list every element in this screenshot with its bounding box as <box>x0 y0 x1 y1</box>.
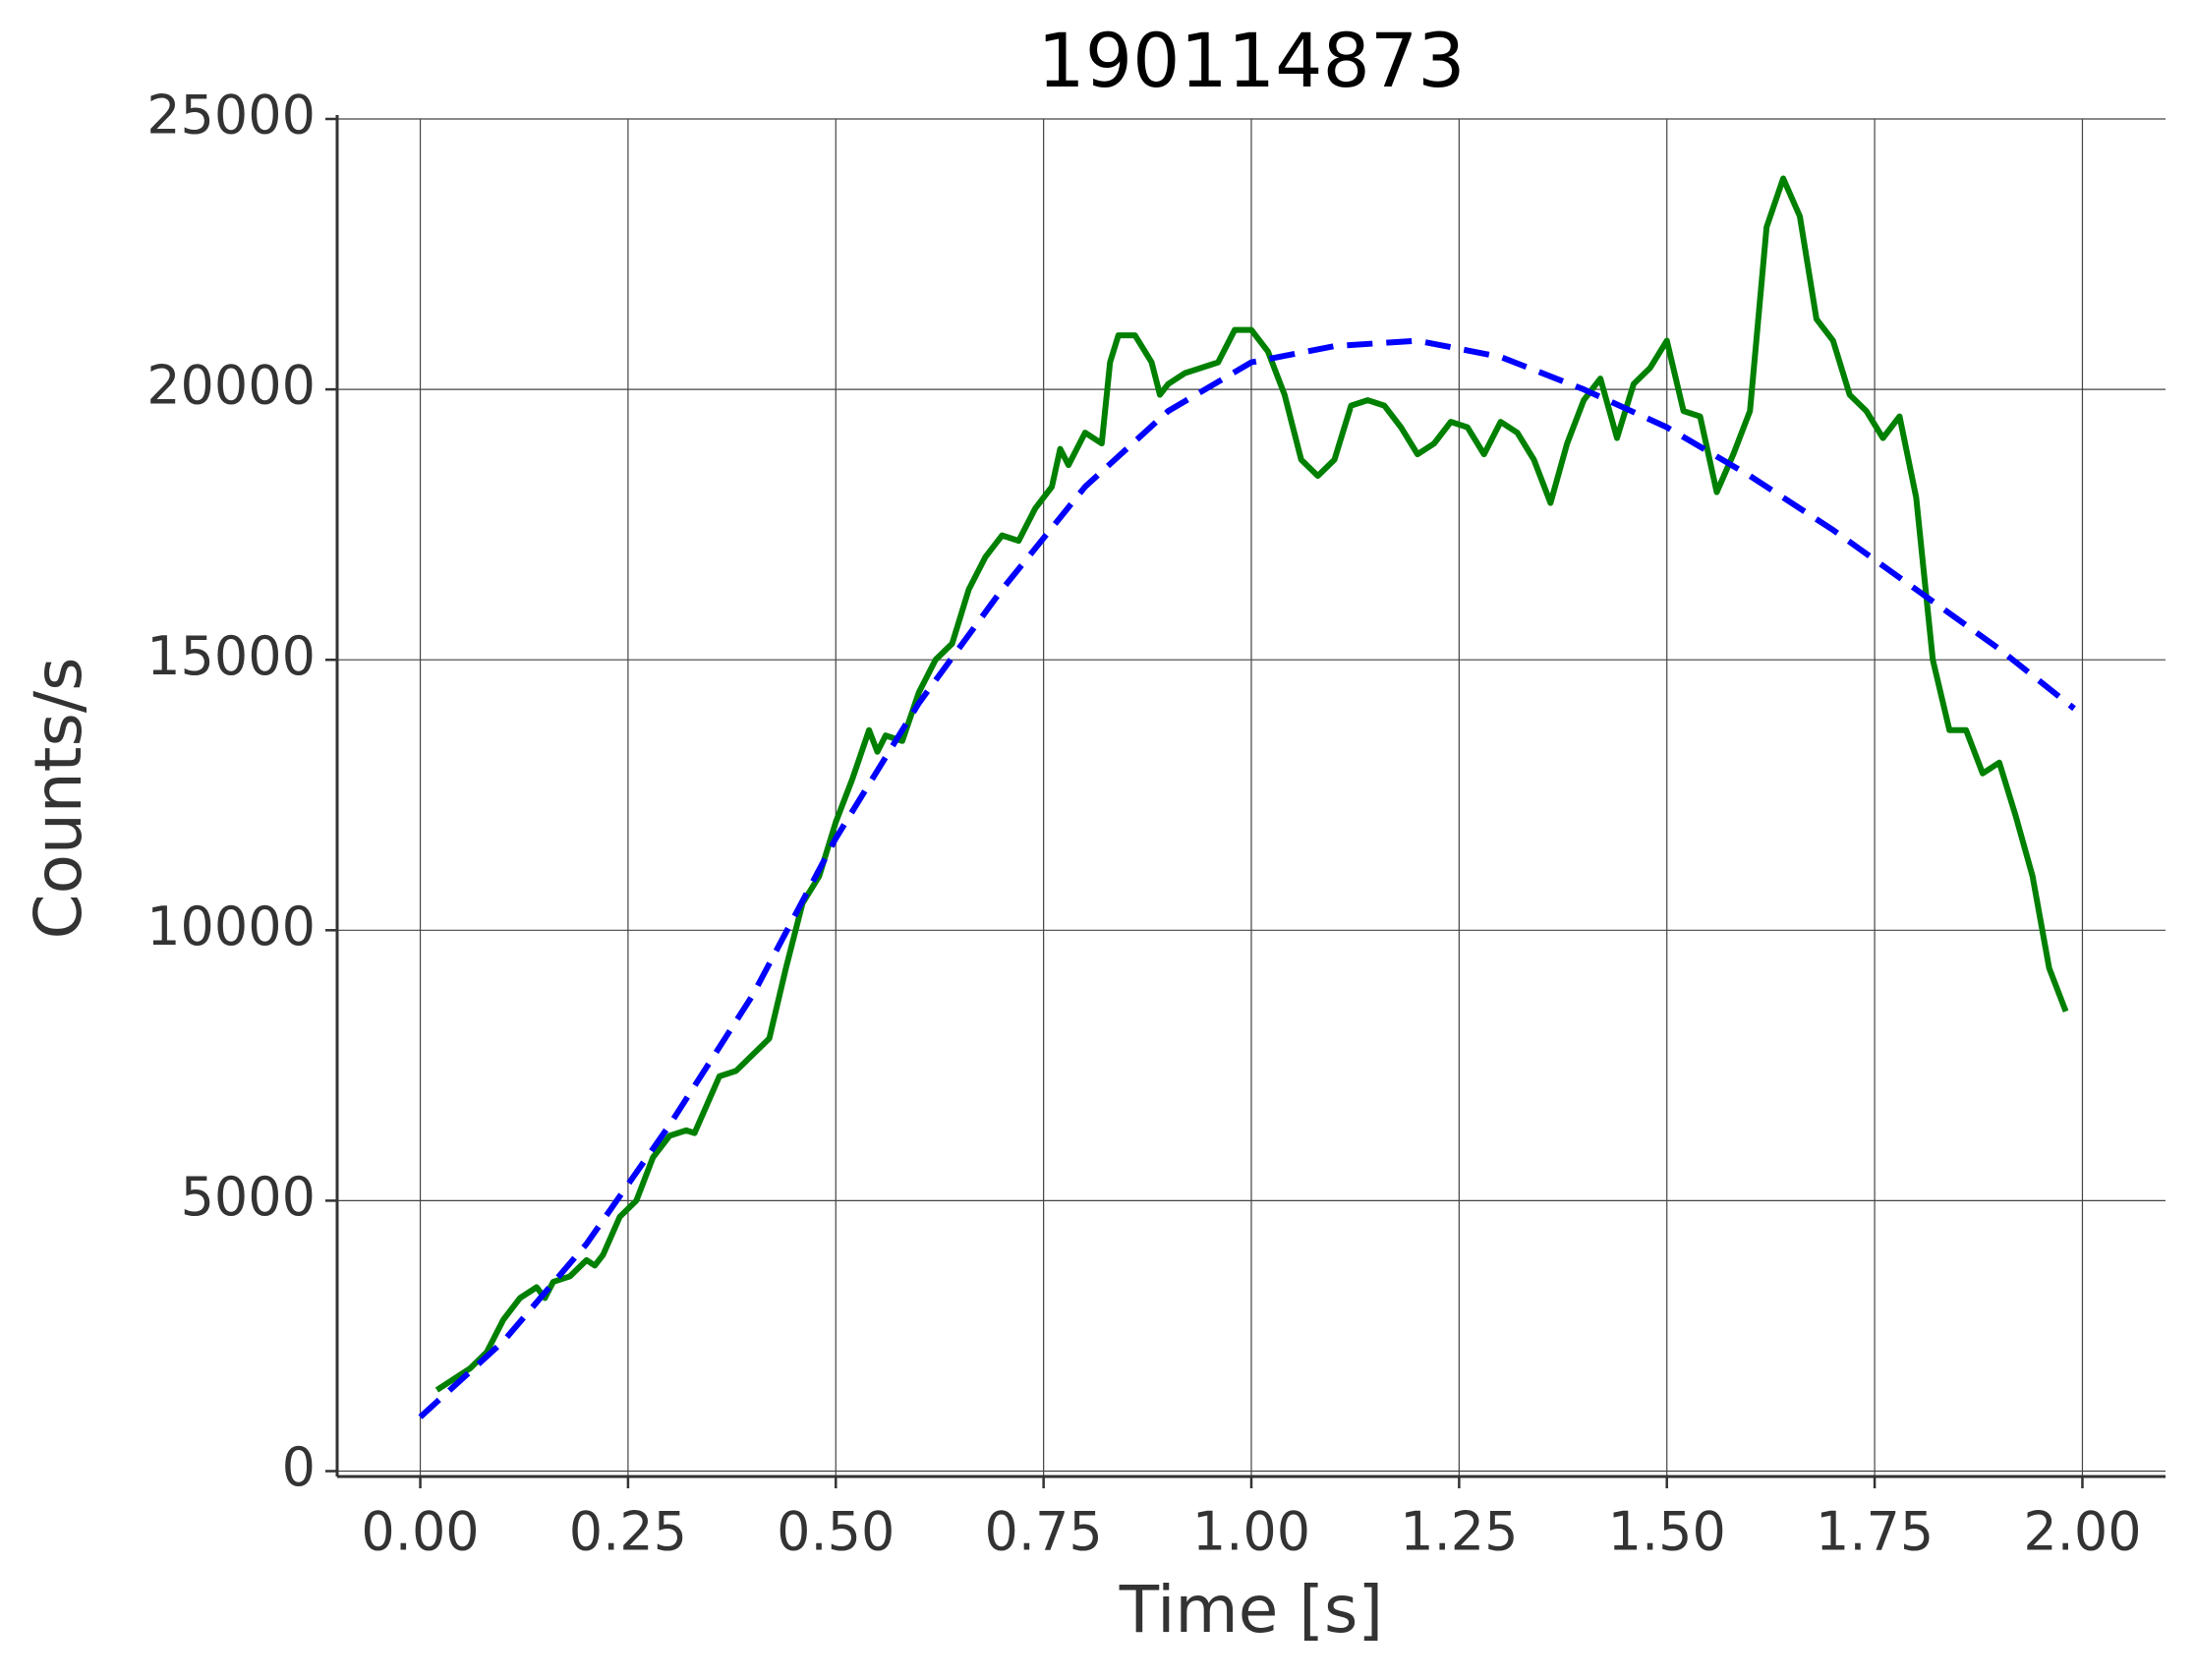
series-line <box>434 175 2069 1393</box>
x-tick-label: 1.25 <box>1400 1501 1518 1563</box>
y-tick-label: 5000 <box>181 1166 316 1228</box>
x-tick-label: 1.50 <box>1608 1501 1726 1563</box>
y-tick-label: 0 <box>282 1436 316 1498</box>
y-axis-label: Counts/s <box>21 657 96 939</box>
x-tick-label: 0.00 <box>361 1501 479 1563</box>
x-tick-label: 1.00 <box>1192 1501 1310 1563</box>
x-tick-label: 0.75 <box>985 1501 1103 1563</box>
x-tick-label: 2.00 <box>2023 1501 2141 1563</box>
y-tick-label: 10000 <box>146 896 316 957</box>
x-tick-label: 0.50 <box>777 1501 895 1563</box>
y-tick-label: 20000 <box>146 355 316 417</box>
y-tick-label: 25000 <box>146 85 316 146</box>
chart-title: 190114873 <box>1037 17 1465 104</box>
x-axis-label: Time [s] <box>1119 1572 1383 1648</box>
series-line <box>418 337 2076 1419</box>
y-tick-label: 15000 <box>146 625 316 687</box>
x-tick-label: 0.25 <box>569 1501 687 1563</box>
x-tick-label: 1.75 <box>1816 1501 1934 1563</box>
